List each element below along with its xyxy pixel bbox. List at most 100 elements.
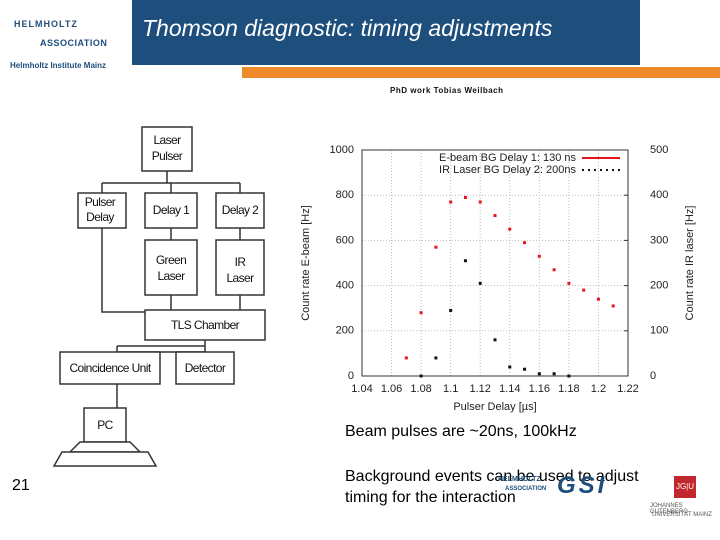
point <box>493 338 497 342</box>
y2-tick-label: 200 <box>650 280 668 292</box>
node-label: Delay <box>86 210 114 224</box>
node-label: Delay 2 <box>222 203 259 217</box>
x-tick-label: 1.16 <box>529 383 550 395</box>
point <box>478 281 482 285</box>
point <box>508 365 512 369</box>
x-tick-label: 1.14 <box>499 383 520 395</box>
pc-base <box>68 441 142 453</box>
point <box>552 268 556 272</box>
point <box>596 297 600 301</box>
node <box>175 351 235 385</box>
point <box>419 311 423 315</box>
node <box>215 192 265 229</box>
point <box>434 356 438 360</box>
y-tick-label: 800 <box>336 189 354 201</box>
page-number: 21 <box>12 477 30 494</box>
bullet: Beam pulses are ~20ns, 100kHz <box>345 423 577 440</box>
x-tick-label: 1.12 <box>470 383 491 395</box>
plot-frame <box>361 149 629 377</box>
y2-tick-label: 500 <box>650 144 668 156</box>
legend-label: IR Laser BG Delay 2: 200ns <box>439 164 576 176</box>
point <box>552 372 556 376</box>
gsi-logo: GSI <box>557 472 608 499</box>
point <box>478 200 482 204</box>
node <box>77 192 127 229</box>
point <box>582 288 586 292</box>
y-tick-label: 400 <box>336 280 354 292</box>
logo-box <box>0 0 132 78</box>
node <box>215 239 265 296</box>
jgu-name: JOHANNES GUTENBERG <box>650 503 689 515</box>
node <box>144 309 266 341</box>
node-label: IR <box>235 255 247 269</box>
y-tick-label: 200 <box>336 325 354 337</box>
footer-org: HELMHOLTZ <box>498 476 541 483</box>
y2-tick-label: 300 <box>650 234 668 246</box>
node <box>141 126 193 172</box>
node-label: Laser <box>226 271 254 285</box>
node-label: Detector <box>185 361 226 375</box>
legend-label: E-beam BG Delay 1: 130 ns <box>439 152 576 164</box>
y2-tick-label: 100 <box>650 325 668 337</box>
point <box>434 245 438 249</box>
point <box>567 374 571 378</box>
node <box>59 351 161 385</box>
point <box>404 356 408 360</box>
jgu-name: UNIVERSITÄT MAINZ <box>652 512 712 518</box>
chart: 0 200 400 600 800 1000 0 100 200 300 400 500 1.04 1.0… <box>300 144 696 413</box>
node <box>144 239 198 296</box>
y-tick-label: 600 <box>336 234 354 246</box>
point <box>463 259 467 263</box>
y-tick-label: 0 <box>348 370 354 382</box>
institute: Helmholtz Institute Mainz <box>10 61 106 70</box>
node-label: PC <box>97 418 113 432</box>
org-bottom: ASSOCIATION <box>40 38 108 48</box>
title: Thomson diagnostic: timing adjustments <box>142 15 553 41</box>
point <box>508 227 512 231</box>
bullet: Background events can be used to adjust … <box>345 468 639 506</box>
y2-tick-label: 0 <box>650 370 656 382</box>
point <box>523 241 527 245</box>
pc-keyboard <box>52 451 158 467</box>
org-top: HELMHOLTZ <box>14 19 78 29</box>
x-tick-label: 1.1 <box>443 383 458 395</box>
node-label: Green <box>156 253 186 267</box>
diagram: Laser Pulser Pulser Delay Delay 1 Delay … <box>52 126 266 467</box>
node <box>144 192 198 229</box>
point <box>449 200 453 204</box>
pc-monitor <box>83 407 127 443</box>
y2-axis-label: Count rate IR laser [Hz] <box>684 206 696 321</box>
y2-tick-label: 400 <box>650 189 668 201</box>
node-label: Laser <box>153 133 181 147</box>
x-tick-label: 1.22 <box>617 383 638 395</box>
x-tick-label: 1.06 <box>381 383 402 395</box>
jgu-logo: JG|U <box>674 476 696 498</box>
footer-org: ASSOCIATION <box>505 486 547 492</box>
x-tick-label: 1.08 <box>410 383 431 395</box>
y-axis-label: Count rate E-beam [Hz] <box>300 205 312 321</box>
node-label: Coincidence Unit <box>69 361 151 375</box>
point <box>449 308 453 312</box>
point <box>419 374 423 378</box>
point <box>463 195 467 199</box>
y-tick-label: 1000 <box>330 144 354 156</box>
node-label: Pulser <box>85 195 116 209</box>
point <box>567 281 571 285</box>
point <box>537 254 541 258</box>
credit: PhD work Tobias Weilbach <box>390 86 504 95</box>
point <box>493 214 497 218</box>
point <box>537 372 541 376</box>
point <box>523 367 527 371</box>
x-tick-label: 1.18 <box>558 383 579 395</box>
connectors <box>101 171 241 408</box>
node-label: Delay 1 <box>153 203 190 217</box>
node-label: Laser <box>157 269 185 283</box>
node-label: TLS Chamber <box>171 318 240 332</box>
point <box>611 304 615 308</box>
accent-strip <box>242 67 720 78</box>
node-label: Pulser <box>152 149 183 163</box>
x-axis-label: Pulser Delay [µs] <box>453 401 536 413</box>
x-tick-label: 1.2 <box>591 383 606 395</box>
